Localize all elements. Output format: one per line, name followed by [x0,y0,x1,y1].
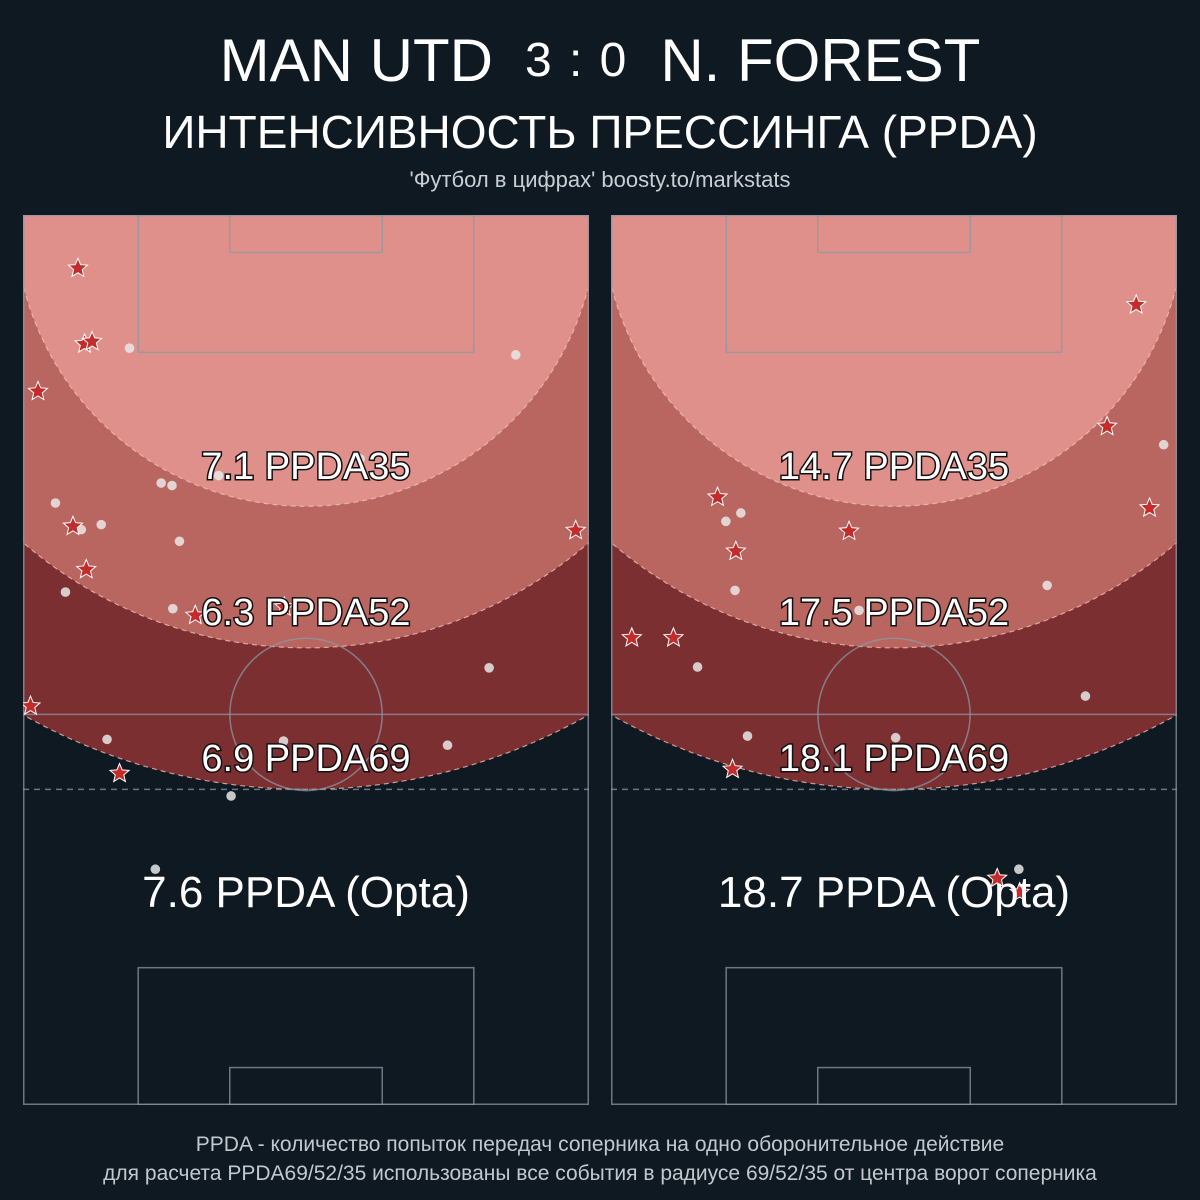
event-dot [124,343,135,353]
event-dot [742,731,753,741]
zone-label-ppda69: 18.1 PPDA69 [779,738,1009,780]
event-dot [1014,864,1024,875]
event-dot [226,791,236,801]
event-dot [174,536,185,547]
match-title: MAN UTD 3 : 0 N. FOREST [0,26,1200,96]
event-dot [1158,439,1169,450]
event-star [108,762,131,783]
zone-ppda35 [611,215,1177,507]
event-dot [76,524,87,535]
pitch-away: 14.7 PPDA35 17.5 PPDA52 18.1 PPDA69 18.7 PP… [611,215,1177,1105]
away-team-name: N. FOREST [660,27,981,94]
event-star [75,558,98,579]
event-star [725,539,747,561]
event-dot [442,740,453,751]
credit-text: 'Футбол в цифрах' boosty.to/markstats [409,167,791,192]
event-star [273,595,296,617]
event-dot [854,605,864,616]
event-star [27,380,49,401]
event-dot [890,732,901,743]
event-stars [23,256,587,783]
event-star [1096,415,1118,436]
zone-ppda35 [23,215,589,507]
event-dot [1042,580,1052,591]
footnote-line-1: PPDA - количество попыток передач соперн… [195,1133,1005,1156]
footnote: PPDA - количество попыток передач соперн… [0,1130,1200,1188]
event-dot [156,478,166,488]
event-star [67,256,89,278]
opta-ppda-label: 18.7 PPDA (Opta) [718,868,1070,917]
event-dot [736,508,746,518]
event-star [1008,881,1031,902]
event-star [1138,496,1161,518]
event-dot [60,587,71,597]
event-dot [50,498,61,508]
event-dot [692,662,703,672]
footnote-line-2: для расчета PPDA69/52/35 использованы вс… [103,1162,1097,1185]
zone-label-ppda52: 6.3 PPDA52 [201,592,410,634]
event-star [62,514,84,536]
event-star [184,604,207,625]
event-star [564,519,587,540]
pitch-svg: 7.1 PPDA35 6.3 PPDA52 6.9 PPDA69 7.6 PPDA (… [23,215,589,1105]
event-stars [621,293,1161,902]
pitch-home: 7.1 PPDA35 6.3 PPDA52 6.9 PPDA69 7.6 PPDA (… [23,215,589,1105]
event-dot [484,663,494,673]
event-star [81,330,103,351]
pitch-svg: 14.7 PPDA35 17.5 PPDA52 18.1 PPDA69 18.7 PP… [611,215,1177,1105]
event-dot [510,350,521,360]
event-dot [721,516,731,527]
event-star [721,758,744,779]
event-star [23,694,42,716]
event-dot [355,454,365,464]
zone-label-ppda52: 17.5 PPDA52 [779,592,1009,634]
opta-ppda-label: 7.6 PPDA (Opta) [142,868,470,917]
event-dot [168,603,178,614]
event-dots [50,343,521,875]
event-star [1125,293,1147,315]
zone-label-ppda35: 14.7 PPDA35 [779,446,1009,488]
match-score: 3 : 0 [524,34,629,87]
zone-label-ppda35: 7.1 PPDA35 [201,446,410,488]
event-dot [167,480,177,491]
event-dot [278,736,289,746]
event-dot [150,864,161,875]
home-team-name: MAN UTD [219,27,493,94]
event-dot [102,734,112,745]
event-dot [96,519,107,530]
event-dot [730,585,740,596]
event-dots [692,439,1169,875]
event-dot [213,470,224,481]
event-dot [1080,691,1091,701]
chart-subtitle: ИНТЕНСИВНОСТЬ ПРЕССИНГА (PPDA) [162,106,1038,158]
event-star [986,867,1008,888]
event-star [838,519,860,541]
event-star [706,485,729,507]
zone-label-ppda69: 6.9 PPDA69 [201,738,410,780]
event-star [621,626,643,647]
event-star [662,626,685,647]
